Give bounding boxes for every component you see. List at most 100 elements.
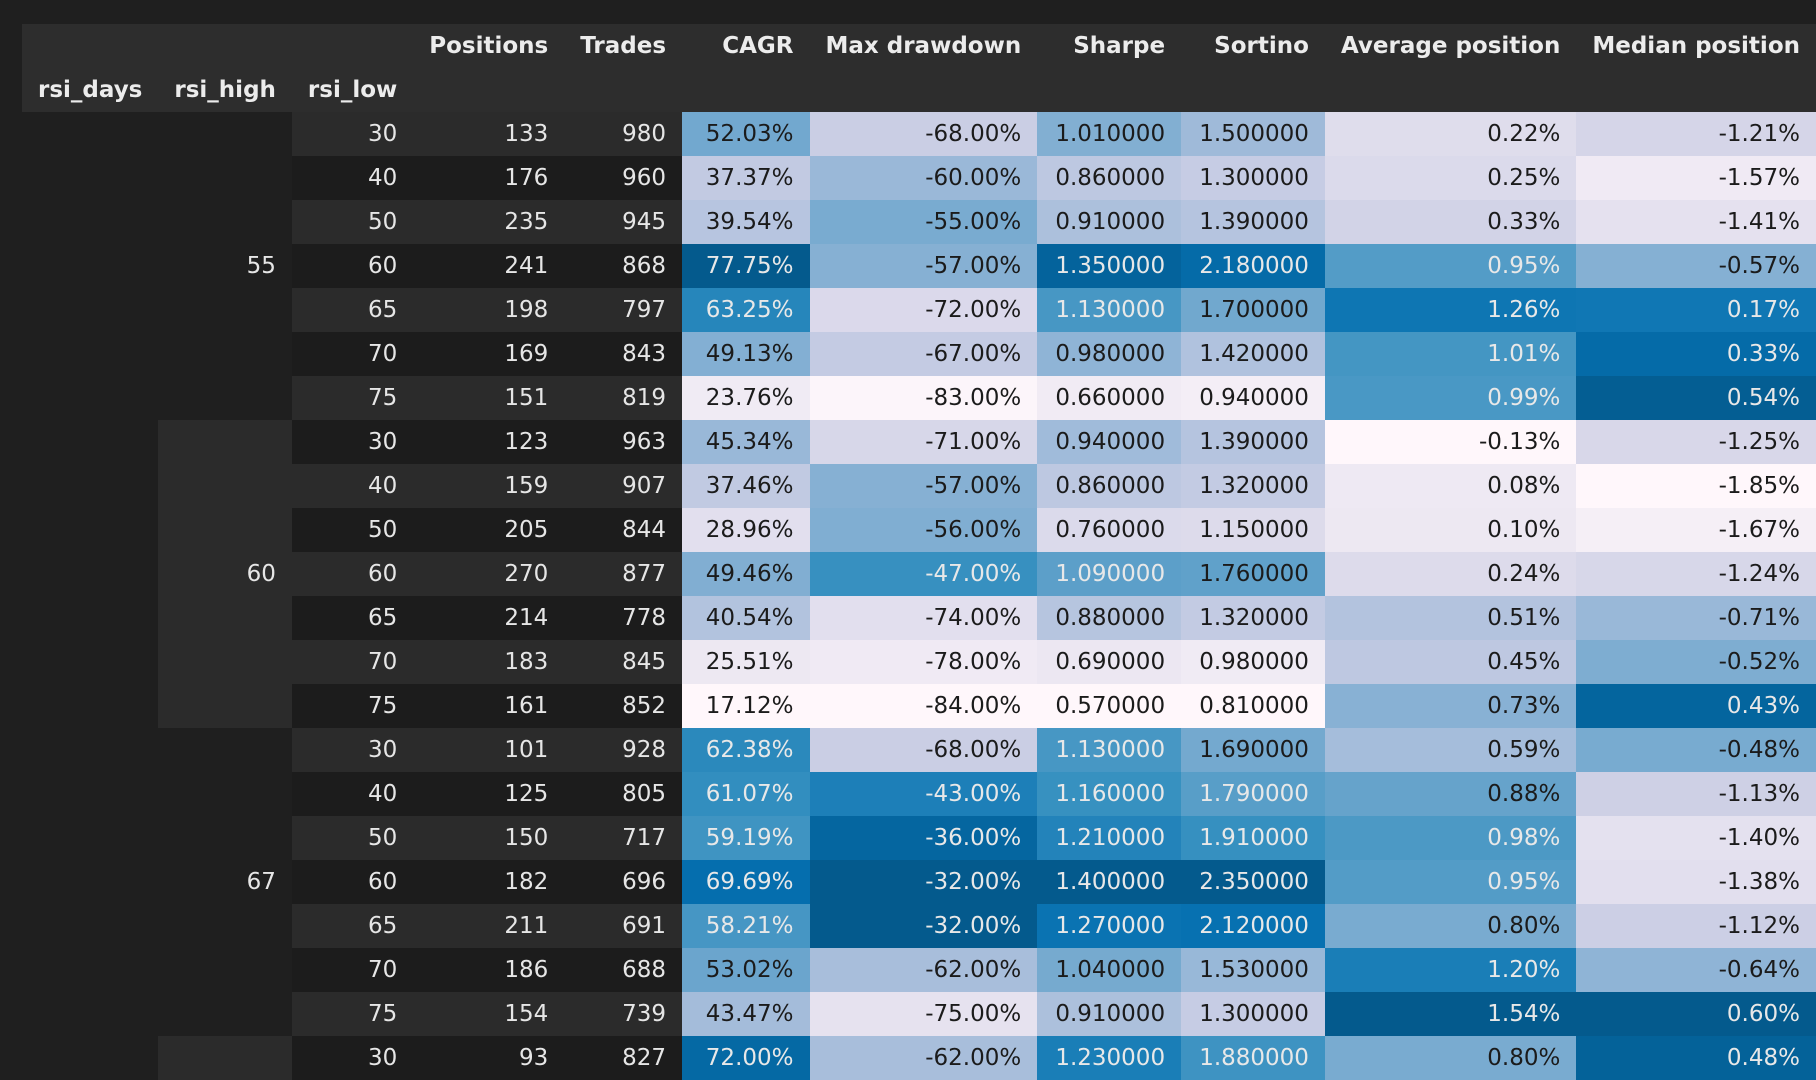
index-cell-rsi-days bbox=[22, 992, 159, 1036]
column-header[interactable]: Positions bbox=[413, 24, 565, 68]
table-cell: 1.300000 bbox=[1181, 992, 1325, 1036]
table-row: 75 151 819 23.76% -83.00% 0.660000 0.940000 0.9… bbox=[22, 376, 1816, 420]
index-cell-rsi-low: 65 bbox=[291, 288, 414, 332]
index-cell-rsi-days bbox=[22, 156, 159, 200]
table-cell: 186 bbox=[413, 948, 565, 992]
table-cell: 1.150000 bbox=[1181, 508, 1325, 552]
table-cell: -1.57% bbox=[1576, 156, 1816, 200]
table-cell: 907 bbox=[564, 464, 683, 508]
table-cell: 1.130000 bbox=[1037, 728, 1182, 772]
index-cell-rsi-days bbox=[22, 640, 159, 684]
table-cell: 0.880000 bbox=[1037, 596, 1182, 640]
index-cell-rsi-low: 40 bbox=[291, 464, 414, 508]
column-header[interactable]: Trades bbox=[564, 24, 683, 68]
index-cell-rsi-days bbox=[22, 948, 159, 992]
table-cell: 0.80% bbox=[1324, 1036, 1577, 1080]
index-cell-rsi-low: 50 bbox=[291, 508, 414, 552]
table-cell: 23.76% bbox=[682, 376, 810, 420]
index-cell-rsi-low: 75 bbox=[291, 684, 414, 728]
table-cell: 739 bbox=[564, 992, 683, 1036]
table-cell: 1.300000 bbox=[1181, 156, 1325, 200]
table-cell: 1.210000 bbox=[1037, 816, 1182, 860]
table-cell: 0.860000 bbox=[1037, 156, 1182, 200]
table-cell: -43.00% bbox=[809, 772, 1038, 816]
table-cell: 150 bbox=[413, 816, 565, 860]
table-row: 75 161 852 17.12% -84.00% 0.570000 0.810000 0.7… bbox=[22, 684, 1816, 728]
table-cell: 0.17% bbox=[1576, 288, 1816, 332]
table-row: 40 176 960 37.37% -60.00% 0.860000 1.300000 0.2… bbox=[22, 156, 1816, 200]
index-cell-rsi-days bbox=[22, 112, 159, 156]
table-cell: 0.99% bbox=[1324, 376, 1577, 420]
table-cell: 17.12% bbox=[682, 684, 810, 728]
index-header-spacer bbox=[158, 24, 292, 68]
table-cell: 0.25% bbox=[1324, 156, 1577, 200]
index-name-header[interactable]: rsi_high bbox=[158, 68, 292, 112]
table-cell: 176 bbox=[413, 156, 565, 200]
column-header[interactable]: Median position bbox=[1576, 24, 1816, 68]
table-cell: -0.57% bbox=[1576, 244, 1816, 288]
table-cell: -1.25% bbox=[1576, 420, 1816, 464]
table-cell: 1.230000 bbox=[1037, 1036, 1182, 1080]
index-cell-rsi-days bbox=[22, 596, 159, 640]
table-cell: -0.48% bbox=[1576, 728, 1816, 772]
table-cell: -60.00% bbox=[809, 156, 1038, 200]
table-cell: -0.64% bbox=[1576, 948, 1816, 992]
table-cell: 797 bbox=[564, 288, 683, 332]
column-header[interactable]: Sharpe bbox=[1037, 24, 1182, 68]
table-cell: 61.07% bbox=[682, 772, 810, 816]
index-cell-rsi-high: 67 bbox=[158, 728, 292, 1036]
table-cell: 0.95% bbox=[1324, 244, 1577, 288]
table-cell: 62.38% bbox=[682, 728, 810, 772]
table-cell: 1.010000 bbox=[1037, 112, 1182, 156]
table-cell: 1.26% bbox=[1324, 288, 1577, 332]
table-cell: -32.00% bbox=[809, 860, 1038, 904]
table-cell: 0.95% bbox=[1324, 860, 1577, 904]
table-cell: 1.690000 bbox=[1181, 728, 1325, 772]
table-row: 60 30 123 963 45.34% -71.00% 0.940000 1.390000-… bbox=[22, 420, 1816, 728]
table-cell: 1.390000 bbox=[1181, 200, 1325, 244]
table-cell: 0.33% bbox=[1324, 200, 1577, 244]
index-cell-rsi-days bbox=[22, 860, 159, 904]
table-cell: 0.80% bbox=[1324, 904, 1577, 948]
table-cell: 205 bbox=[413, 508, 565, 552]
table-cell: -62.00% bbox=[809, 948, 1038, 992]
table-cell: 0.22% bbox=[1324, 112, 1577, 156]
table-cell: 827 bbox=[564, 1036, 683, 1080]
column-header[interactable]: Max drawdown bbox=[809, 24, 1038, 68]
table-cell: 123 bbox=[413, 420, 565, 464]
table-cell: 852 bbox=[564, 684, 683, 728]
table-row: 70 169 843 49.13% -67.00% 0.980000 1.420000 1.0… bbox=[22, 332, 1816, 376]
table-cell: 154 bbox=[413, 992, 565, 1036]
column-header[interactable]: CAGR bbox=[682, 24, 810, 68]
table-row: 60 241 868 77.75% -57.00% 1.350000 2.180000 0.9… bbox=[22, 244, 1816, 288]
column-header[interactable]: Sortino bbox=[1181, 24, 1325, 68]
index-cell-rsi-days bbox=[22, 904, 159, 948]
table-row: 70 186 688 53.02% -62.00% 1.040000 1.530000 1.2… bbox=[22, 948, 1816, 992]
table-cell: 1.350000 bbox=[1037, 244, 1182, 288]
table-cell: -1.38% bbox=[1576, 860, 1816, 904]
table-cell: -47.00% bbox=[809, 552, 1038, 596]
table-cell: 214 bbox=[413, 596, 565, 640]
table-row: 50 150 717 59.19% -36.00% 1.210000 1.910000 0.9… bbox=[22, 816, 1816, 860]
column-header[interactable]: Average position bbox=[1324, 24, 1577, 68]
table-cell: 0.33% bbox=[1576, 332, 1816, 376]
index-name-header[interactable]: rsi_days bbox=[22, 68, 159, 112]
table-cell: 868 bbox=[564, 244, 683, 288]
table-body: 55 30 133 980 52.03% -68.00% 1.010000 1.500000 0… bbox=[22, 112, 1816, 1080]
table-cell: 0.940000 bbox=[1037, 420, 1182, 464]
table-cell: 1.880000 bbox=[1181, 1036, 1325, 1080]
table-cell: 0.810000 bbox=[1181, 684, 1325, 728]
table-cell: -68.00% bbox=[809, 112, 1038, 156]
table-header: Positions Trades CAGR Max drawdown Sharp… bbox=[22, 24, 1816, 112]
table-cell: 960 bbox=[564, 156, 683, 200]
index-cell-rsi-low: 50 bbox=[291, 816, 414, 860]
table-cell: 28.96% bbox=[682, 508, 810, 552]
table-cell: 77.75% bbox=[682, 244, 810, 288]
table-cell: 1.54% bbox=[1324, 992, 1577, 1036]
index-cell-rsi-low: 75 bbox=[291, 992, 414, 1036]
table-cell: 183 bbox=[413, 640, 565, 684]
table-cell: 101 bbox=[413, 728, 565, 772]
index-name-header[interactable]: rsi_low bbox=[291, 68, 414, 112]
index-cell-rsi-low: 30 bbox=[291, 420, 414, 464]
table-cell: 844 bbox=[564, 508, 683, 552]
